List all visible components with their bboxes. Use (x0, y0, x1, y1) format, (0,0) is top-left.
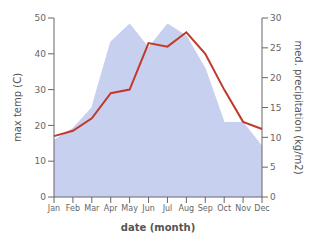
svg-text:Apr: Apr (104, 204, 119, 213)
svg-text:30: 30 (35, 85, 47, 95)
svg-text:5: 5 (270, 162, 276, 172)
svg-text:date (month): date (month) (121, 222, 195, 233)
svg-text:Aug: Aug (179, 204, 195, 213)
svg-text:10: 10 (270, 133, 282, 143)
svg-text:Nov: Nov (235, 204, 251, 213)
svg-text:0: 0 (40, 192, 46, 202)
svg-text:25: 25 (270, 43, 281, 53)
svg-text:max temp (C): max temp (C) (12, 73, 23, 142)
svg-text:Oct: Oct (217, 204, 231, 213)
svg-text:0: 0 (270, 192, 276, 202)
svg-text:Dec: Dec (254, 204, 269, 213)
svg-text:med. precipitation (kg/m2): med. precipitation (kg/m2) (293, 40, 304, 174)
svg-text:May: May (121, 204, 138, 213)
svg-text:Jan: Jan (47, 204, 60, 213)
svg-text:50: 50 (35, 13, 47, 23)
svg-text:20: 20 (35, 121, 47, 131)
svg-text:10: 10 (35, 156, 47, 166)
svg-text:Jun: Jun (141, 204, 155, 213)
svg-text:30: 30 (270, 13, 282, 23)
svg-text:20: 20 (270, 73, 282, 83)
svg-text:Mar: Mar (84, 204, 100, 213)
svg-text:Jul: Jul (162, 204, 173, 213)
svg-text:40: 40 (35, 49, 47, 59)
svg-text:15: 15 (270, 103, 281, 113)
svg-text:Feb: Feb (66, 204, 80, 213)
svg-text:Sep: Sep (198, 204, 213, 213)
